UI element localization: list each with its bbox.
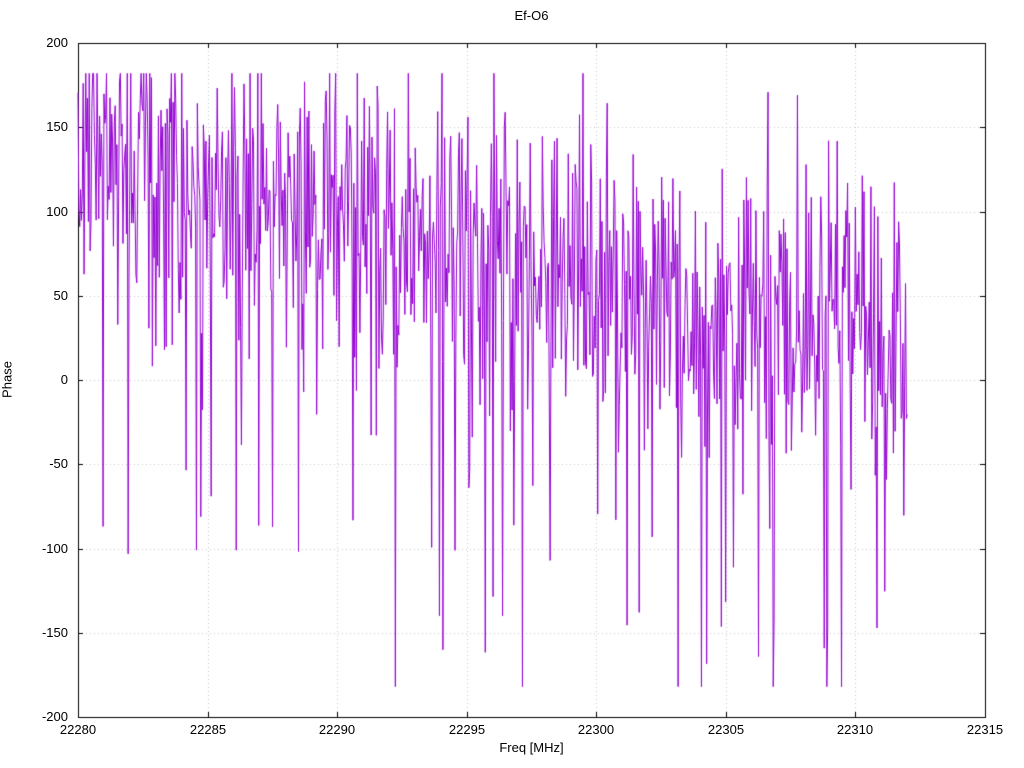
x-tick-label: 22300 bbox=[577, 722, 615, 737]
y-tick-label: -200 bbox=[41, 709, 68, 724]
y-tick-label: 100 bbox=[46, 204, 68, 219]
y-tick-label: 50 bbox=[53, 288, 68, 303]
x-tick-label: 22315 bbox=[966, 722, 1004, 737]
x-tick-label: 22285 bbox=[189, 722, 227, 737]
x-tick-label: 22280 bbox=[59, 722, 97, 737]
x-tick-label: 22305 bbox=[707, 722, 745, 737]
y-tick-label: 150 bbox=[46, 119, 68, 134]
y-tick-label: -100 bbox=[41, 541, 68, 556]
y-tick-label: 200 bbox=[46, 35, 68, 50]
x-tick-label: 22290 bbox=[318, 722, 356, 737]
y-tick-label: -150 bbox=[41, 625, 68, 640]
y-tick-label: -50 bbox=[49, 456, 68, 471]
y-tick-label: 0 bbox=[60, 372, 68, 387]
x-tick-label: 22310 bbox=[836, 722, 874, 737]
x-tick-label: 22295 bbox=[448, 722, 486, 737]
